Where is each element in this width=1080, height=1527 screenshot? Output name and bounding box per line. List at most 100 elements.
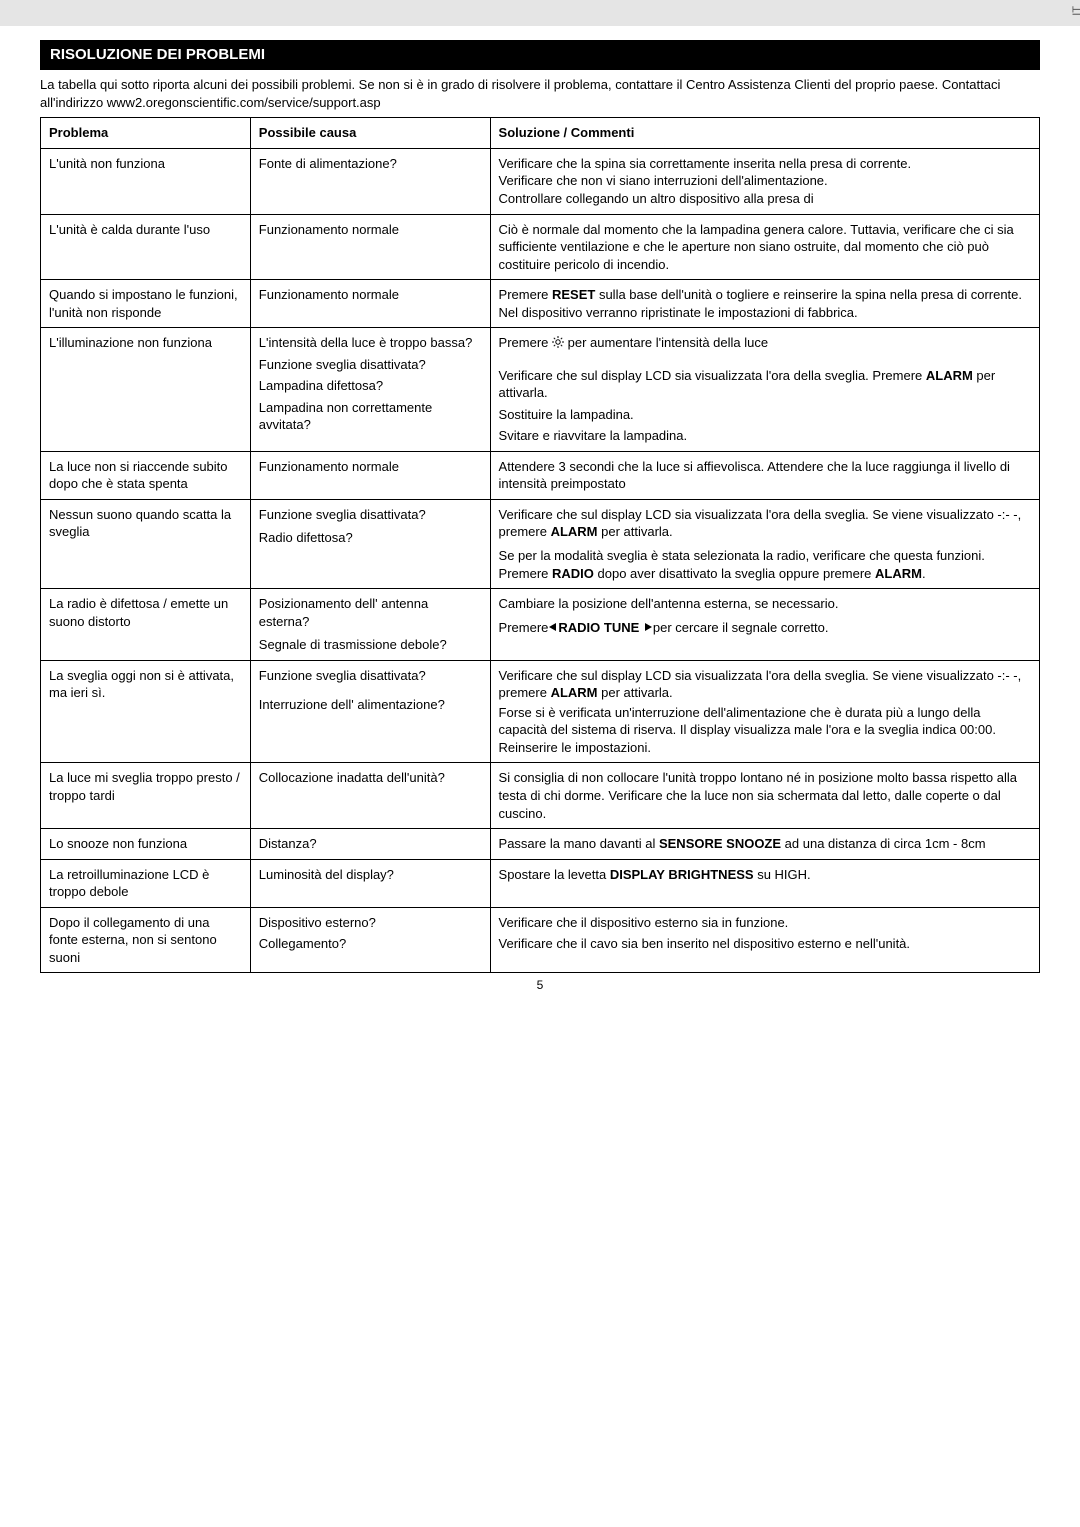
sol-text: su HIGH. <box>754 867 811 882</box>
sol-line: Verificare che la spina sia correttament… <box>499 156 912 171</box>
header-problem: Problema <box>41 118 251 149</box>
table-row: L'unità è calda durante l'uso Funzioname… <box>41 214 1040 280</box>
cause-line: Interruzione dell' alimentazione? <box>259 696 482 714</box>
alarm-label: ALARM <box>875 566 922 581</box>
table-header-row: Problema Possibile causa Soluzione / Com… <box>41 118 1040 149</box>
header-solution: Soluzione / Commenti <box>490 118 1039 149</box>
table-row: L'illuminazione non funziona L'intensità… <box>41 328 1040 452</box>
sol-line: Controllare collegando un altro disposit… <box>499 191 814 206</box>
page-number: 5 <box>40 977 1040 993</box>
table-row: La radio è difettosa / emette un suono d… <box>41 589 1040 661</box>
cause-line: Funzione sveglia disattivata? <box>259 506 482 524</box>
cause-line: Dispositivo esterno? <box>259 914 482 932</box>
sol-text: ad una distanza di circa 1cm - 8cm <box>781 836 985 851</box>
cause-line: Segnale di trasmissione debole? <box>259 636 482 654</box>
cell-solution: Cambiare la posizione dell'antenna ester… <box>490 589 1039 661</box>
language-tag: IT <box>1070 6 1080 16</box>
cell-solution: Attendere 3 secondi che la luce si affie… <box>490 451 1039 499</box>
cell-solution: Passare la mano davanti al SENSORE SNOOZ… <box>490 829 1039 860</box>
page-content: RISOLUZIONE DEI PROBLEMI La tabella qui … <box>0 26 1080 1008</box>
cell-cause: Funzionamento normale <box>250 214 490 280</box>
cell-solution: Premere per aumentare l'intensità della … <box>490 328 1039 452</box>
cell-problem: La sveglia oggi non si è attivata, ma ie… <box>41 660 251 763</box>
sol-text: Premere <box>499 335 552 350</box>
cause-line: Collegamento? <box>259 935 482 953</box>
cell-problem: L'illuminazione non funziona <box>41 328 251 452</box>
cell-solution: Si consiglia di non collocare l'unità tr… <box>490 763 1039 829</box>
table-row: La retroilluminazione LCD è troppo debol… <box>41 859 1040 907</box>
sensor-label: SENSORE SNOOZE <box>659 836 781 851</box>
cause-line: Radio difettosa? <box>259 529 482 547</box>
cell-cause: Funzione sveglia disattivata? Radio dife… <box>250 499 490 588</box>
cell-problem: Lo snooze non funziona <box>41 829 251 860</box>
cell-cause: Posizionamento dell' antenna esterna? Se… <box>250 589 490 661</box>
cell-cause: Distanza? <box>250 829 490 860</box>
cell-problem: Dopo il collegamento di una fonte estern… <box>41 907 251 973</box>
cell-cause: L'intensità della luce è troppo bassa? F… <box>250 328 490 452</box>
intro-text: La tabella qui sotto riporta alcuni dei … <box>40 76 1040 111</box>
cause-line: Lampadina non correttamente avvitata? <box>259 399 482 434</box>
sol-line: Verificare che il dispositivo esterno si… <box>499 914 1031 932</box>
table-row: La sveglia oggi non si è attivata, ma ie… <box>41 660 1040 763</box>
sol-text: Spostare la levetta <box>499 867 610 882</box>
cell-problem: Nessun suono quando scatta la sveglia <box>41 499 251 588</box>
sol-line: Premere per aumentare l'intensità della … <box>499 334 1031 352</box>
radio-tune-label: RADIO TUNE <box>558 620 639 635</box>
cell-problem: Quando si impostano le funzioni, l'unità… <box>41 280 251 328</box>
sol-line: Verificare che sul display LCD sia visua… <box>499 506 1031 541</box>
table-row: L'unità non funziona Fonte di alimentazi… <box>41 148 1040 214</box>
sol-text: per attivarla. <box>598 685 673 700</box>
sol-line: Svitare e riavvitare la lampadina. <box>499 427 1031 445</box>
alarm-label: ALARM <box>551 685 598 700</box>
reset-label: RESET <box>552 287 595 302</box>
top-grey-strip: IT <box>0 0 1080 26</box>
cell-solution: Spostare la levetta DISPLAY BRIGHTNESS s… <box>490 859 1039 907</box>
triangle-left-icon <box>548 619 558 637</box>
header-cause: Possibile causa <box>250 118 490 149</box>
troubleshooting-table: Problema Possibile causa Soluzione / Com… <box>40 117 1040 973</box>
cell-problem: La radio è difettosa / emette un suono d… <box>41 589 251 661</box>
sol-text: Premere <box>499 620 549 635</box>
cell-problem: L'unità non funziona <box>41 148 251 214</box>
cell-problem: La luce mi sveglia troppo presto / tropp… <box>41 763 251 829</box>
sol-line: Se per la modalità sveglia è stata selez… <box>499 547 1031 582</box>
cell-solution: Premere RESET sulla base dell'unità o to… <box>490 280 1039 328</box>
cell-cause: Funzione sveglia disattivata? Interruzio… <box>250 660 490 763</box>
sol-line: Forse si è verificata un'interruzione de… <box>499 704 1031 757</box>
cell-solution: Verificare che sul display LCD sia visua… <box>490 499 1039 588</box>
cell-cause: Luminosità del display? <box>250 859 490 907</box>
sol-line: Verificare che sul display LCD sia visua… <box>499 367 1031 402</box>
table-row: La luce non si riaccende subito dopo che… <box>41 451 1040 499</box>
triangle-right-icon <box>643 619 653 637</box>
sol-text: Verificare che sul display LCD sia visua… <box>499 368 926 383</box>
section-title: RISOLUZIONE DEI PROBLEMI <box>40 40 1040 70</box>
table-row: Nessun suono quando scatta la sveglia Fu… <box>41 499 1040 588</box>
sun-icon <box>552 335 564 353</box>
sol-text: per aumentare l'intensità della luce <box>564 335 768 350</box>
cell-solution: Verificare che la spina sia correttament… <box>490 148 1039 214</box>
sol-text: per cercare il segnale corretto. <box>653 620 829 635</box>
sol-text: dopo aver disattivato la sveglia oppure … <box>594 566 875 581</box>
cell-cause: Collocazione inadatta dell'unità? <box>250 763 490 829</box>
table-row: La luce mi sveglia troppo presto / tropp… <box>41 763 1040 829</box>
sol-text: Premere <box>499 287 552 302</box>
cell-problem: L'unità è calda durante l'uso <box>41 214 251 280</box>
sol-line: Verificare che non vi siano interruzioni… <box>499 173 828 188</box>
cause-line: Funzione sveglia disattivata? <box>259 667 482 685</box>
sol-text: . <box>922 566 926 581</box>
sol-line: Verificare che sul display LCD sia visua… <box>499 667 1031 702</box>
sol-text: Passare la mano davanti al <box>499 836 659 851</box>
sol-text: per attivarla. <box>598 524 673 539</box>
table-row: Quando si impostano le funzioni, l'unità… <box>41 280 1040 328</box>
table-row: Dopo il collegamento di una fonte estern… <box>41 907 1040 973</box>
cell-solution: Verificare che sul display LCD sia visua… <box>490 660 1039 763</box>
cause-line: Posizionamento dell' antenna esterna? <box>259 595 482 630</box>
cell-cause: Dispositivo esterno? Collegamento? <box>250 907 490 973</box>
sol-line: Cambiare la posizione dell'antenna ester… <box>499 595 1031 613</box>
alarm-label: ALARM <box>926 368 973 383</box>
brightness-label: DISPLAY BRIGHTNESS <box>610 867 754 882</box>
cause-line: Lampadina difettosa? <box>259 377 482 395</box>
cell-problem: La retroilluminazione LCD è troppo debol… <box>41 859 251 907</box>
cause-line: L'intensità della luce è troppo bassa? <box>259 334 482 352</box>
sol-line: Verificare che il cavo sia ben inserito … <box>499 935 1031 953</box>
